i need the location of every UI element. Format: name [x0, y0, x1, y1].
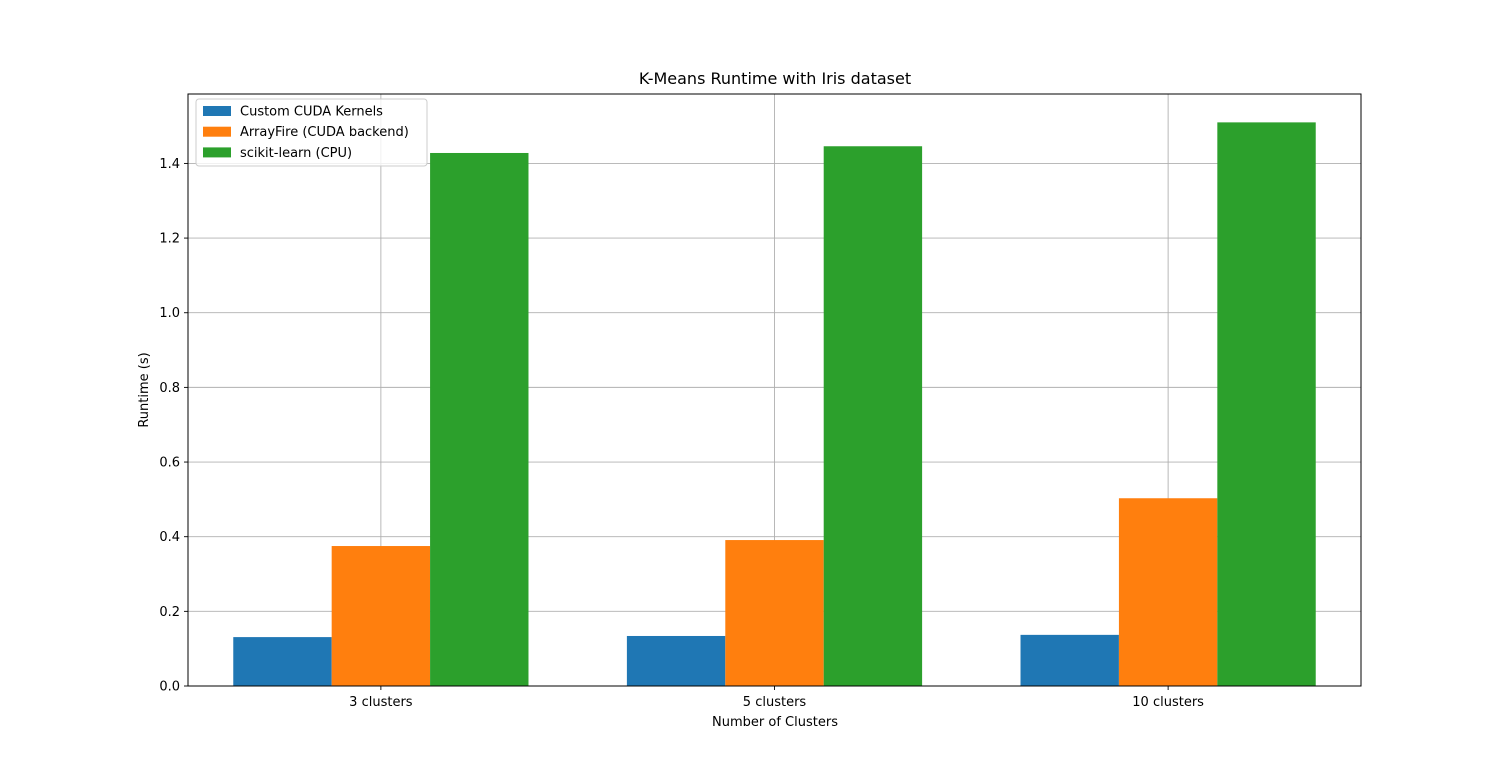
- x-tick-label: 10 clusters: [1132, 695, 1204, 710]
- y-tick-label: 0.0: [159, 680, 180, 695]
- y-axis-label: Runtime (s): [137, 352, 152, 427]
- y-tick-label: 0.6: [159, 456, 180, 471]
- bar: [725, 540, 824, 686]
- y-tick-label: 0.8: [159, 381, 180, 396]
- legend: Custom CUDA Kernels ArrayFire (CUDA backe…: [195, 98, 428, 167]
- bar: [430, 152, 529, 686]
- legend-box: [195, 98, 428, 167]
- bar: [823, 146, 923, 686]
- legend-swatch: [203, 106, 231, 116]
- y-tick-label: 1.0: [159, 306, 180, 321]
- y-tick-label: 1.2: [159, 232, 180, 247]
- x-axis: 3 clusters 5 clusters 10 clusters: [349, 686, 1204, 710]
- y-axis: 0.0 0.2 0.4 0.6 0.8 1.0 1.2 1.4: [159, 157, 188, 695]
- y-tick-label: 0.2: [159, 605, 180, 620]
- bars: [233, 122, 1316, 686]
- legend-label: Custom CUDA Kernels: [240, 105, 383, 120]
- y-tick-label: 0.4: [159, 530, 180, 545]
- bar: [1118, 498, 1218, 686]
- x-axis-label: Number of Clusters: [712, 715, 838, 730]
- bar: [1020, 634, 1119, 686]
- chart-title: K-Means Runtime with Iris dataset: [639, 69, 911, 88]
- x-tick-label: 5 clusters: [743, 695, 807, 710]
- legend-label: ArrayFire (CUDA backend): [240, 125, 409, 140]
- x-tick-label: 3 clusters: [349, 695, 413, 710]
- bar: [1217, 122, 1316, 686]
- bar: [331, 546, 431, 686]
- legend-label: scikit-learn (CPU): [240, 146, 352, 161]
- legend-swatch: [203, 126, 231, 137]
- bar: [233, 637, 332, 686]
- y-tick-label: 1.4: [159, 157, 180, 172]
- legend-swatch: [203, 147, 231, 158]
- bar: [626, 635, 726, 686]
